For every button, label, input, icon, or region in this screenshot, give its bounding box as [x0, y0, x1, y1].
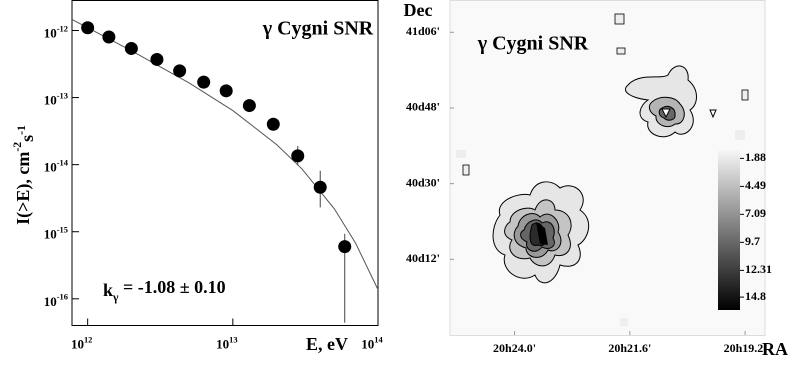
x-tick-label: 20h21.6'	[608, 341, 651, 355]
y-axis-label-part: I(>E), cm	[13, 152, 34, 225]
colorbar-label: 1.88	[745, 150, 766, 164]
x-tick-label: 20h19.2'	[724, 341, 767, 355]
data-point	[291, 149, 304, 162]
x-tick-label: 1014	[361, 334, 383, 351]
y-tick-label-part: -12	[57, 23, 68, 33]
x-tick-label-part: 12	[84, 334, 92, 344]
data-point	[197, 76, 210, 89]
colorbar-label: 14.8	[745, 289, 766, 303]
x-tick-label-part: 10	[361, 336, 374, 351]
x-tick-label-part: 13	[229, 334, 237, 344]
y-tick-label: 10-12	[44, 23, 68, 40]
y-tick-label: 40d12'	[406, 251, 440, 265]
y-tick-label: 10-14	[44, 158, 69, 175]
y-axis-label-part: -2	[11, 142, 24, 152]
data-point	[220, 84, 233, 97]
contour-spot	[742, 90, 748, 100]
annotation-part: k	[103, 280, 113, 300]
y-tick-label: 40d30'	[406, 175, 440, 189]
colorbar-label: 4.49	[745, 178, 766, 192]
data-point	[102, 30, 115, 43]
data-point	[314, 181, 327, 194]
data-point	[173, 64, 186, 77]
y-tick-label-part: -16	[57, 292, 68, 302]
y-tick-label-part: -15	[57, 225, 68, 235]
y-tick-label: 10-15	[44, 225, 68, 242]
x-axis-label: RA	[762, 339, 788, 359]
fit-line	[72, 19, 378, 289]
data-point	[267, 118, 280, 131]
y-tick-label: 10-16	[44, 292, 68, 309]
colorbar-label: 7.09	[745, 206, 766, 220]
noise-pixel	[620, 318, 628, 326]
y-tick-label-part: 10	[44, 25, 57, 40]
chart-title: γ Cygni SNR	[262, 18, 374, 40]
annotation: kγ = -1.08 ± 0.10	[103, 277, 226, 304]
colorbar-label: 12.31	[745, 262, 772, 276]
data-point	[243, 99, 256, 112]
x-tick-label: 1012	[71, 334, 92, 351]
y-axis-label-part: s	[17, 135, 37, 142]
data-point	[338, 240, 351, 253]
figure: 10121013101410-1210-1310-1410-1510-16γ C…	[0, 0, 788, 367]
data-point	[150, 53, 163, 66]
y-tick-label-part: 10	[44, 227, 57, 242]
colorbar	[718, 150, 740, 310]
noise-pixel	[456, 150, 466, 158]
y-axis-label: Dec	[404, 0, 433, 20]
contour-spot	[617, 48, 625, 54]
x-tick-label: 20h24.0'	[493, 341, 536, 355]
x-tick-label: 1013	[216, 334, 237, 351]
contour-spot	[615, 14, 624, 24]
y-tick-label-part: 10	[44, 160, 57, 175]
x-tick-label-part: 10	[71, 336, 84, 351]
x-tick-label-part: 14	[374, 334, 383, 344]
x-tick-label-part: 10	[216, 336, 229, 351]
y-tick-label: 41d06'	[406, 24, 440, 38]
data-point	[81, 21, 94, 34]
y-tick-label: 10-13	[44, 90, 68, 107]
y-tick-label-part: -14	[57, 158, 69, 168]
y-tick-label-part: 10	[44, 294, 57, 309]
y-tick-label-part: -13	[57, 90, 68, 100]
x-axis-label: E, eV	[306, 334, 348, 354]
annotation-part: = -1.08 ± 0.10	[118, 277, 225, 297]
y-axis-label: I(>E), cm-2s-1	[11, 125, 37, 225]
contour-spot	[463, 165, 469, 175]
data-point	[125, 42, 138, 55]
y-tick-label: 40d48'	[406, 100, 440, 114]
noise-pixel	[735, 130, 745, 140]
y-tick-label-part: 10	[44, 93, 57, 108]
y-axis-label-part: -1	[14, 125, 27, 135]
colorbar-label: 9.7	[745, 234, 760, 248]
chart-title: γ Cygni SNR	[477, 33, 589, 55]
